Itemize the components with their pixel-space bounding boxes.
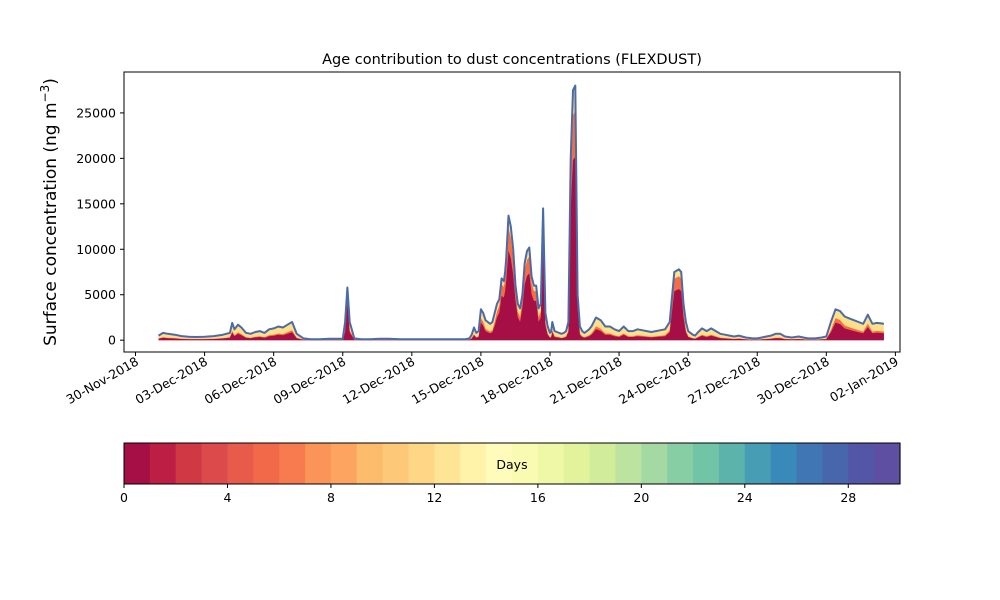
colorbar-bin (382, 443, 410, 484)
colorbar-bin (408, 443, 435, 484)
colorbar-bin (253, 443, 280, 484)
colorbar-bin (822, 443, 849, 484)
colorbar-bin (641, 443, 668, 484)
colorbar-bin (149, 443, 177, 484)
colorbar-bin (356, 443, 384, 484)
y-tick-label: 15000 (76, 196, 116, 211)
y-axis-label-superscript: −3 (38, 85, 52, 103)
colorbar-bin (460, 443, 487, 484)
colorbar-bin (434, 443, 461, 484)
y-tick-label: 10000 (76, 242, 116, 257)
colorbar-bin (874, 443, 901, 484)
y-axis-label: Surface concentration (ng m−3) (38, 78, 61, 346)
colorbar: Days 0 4 8 12 16 20 24 28 (120, 442, 901, 505)
colorbar-bin (744, 443, 772, 484)
colorbar-bin (227, 443, 254, 484)
colorbar-tick-label: 0 (120, 490, 128, 505)
colorbar-label: Days (496, 457, 527, 472)
colorbar-bin (563, 443, 591, 484)
colorbar-tick-label: 24 (737, 490, 753, 505)
colorbar-frame (123, 442, 901, 485)
plot-frame (123, 71, 901, 353)
colorbar-bin (667, 443, 694, 484)
colorbar-tick-label: 28 (840, 490, 856, 505)
colorbar-bin (330, 443, 358, 484)
colorbar-ticks: 0 4 8 12 16 20 24 28 (120, 484, 856, 505)
y-tick-label: 25000 (76, 105, 116, 120)
colorbar-bin (848, 443, 875, 484)
colorbar-bin (512, 443, 539, 484)
y-tick-label: 5000 (84, 287, 116, 302)
colorbar-bin (718, 443, 746, 484)
colorbar-tick-label: 8 (327, 490, 335, 505)
colorbar-tick-label: 16 (530, 490, 546, 505)
colorbar-tick-label: 20 (633, 490, 649, 505)
colorbar-tick-label: 12 (426, 490, 442, 505)
colorbar-bins (124, 443, 901, 484)
colorbar-bin (305, 443, 332, 484)
colorbar-bin (589, 443, 617, 484)
colorbar-bin (124, 443, 151, 484)
colorbar-bin (537, 443, 565, 484)
colorbar-bin (796, 443, 823, 484)
colorbar-bin (279, 443, 306, 484)
y-tick-label: 20000 (76, 151, 116, 166)
y-tick-label: 0 (108, 333, 116, 348)
colorbar-bin (201, 443, 229, 484)
colorbar-bin (486, 443, 513, 484)
colorbar-bin (770, 443, 798, 484)
colorbar-bin (615, 443, 642, 484)
y-axis: 0 5000 10000 15000 20000 25000 (76, 105, 124, 348)
total-concentration-line (157, 84, 885, 341)
chart-title: Age contribution to dust concentrations … (322, 52, 702, 68)
colorbar-tick-label: 4 (223, 490, 231, 505)
y-axis-label-close: ) (41, 78, 61, 85)
colorbar-bin (693, 443, 720, 484)
colorbar-bin (175, 443, 203, 484)
y-axis-label-main: Surface concentration (ng m (41, 102, 61, 345)
